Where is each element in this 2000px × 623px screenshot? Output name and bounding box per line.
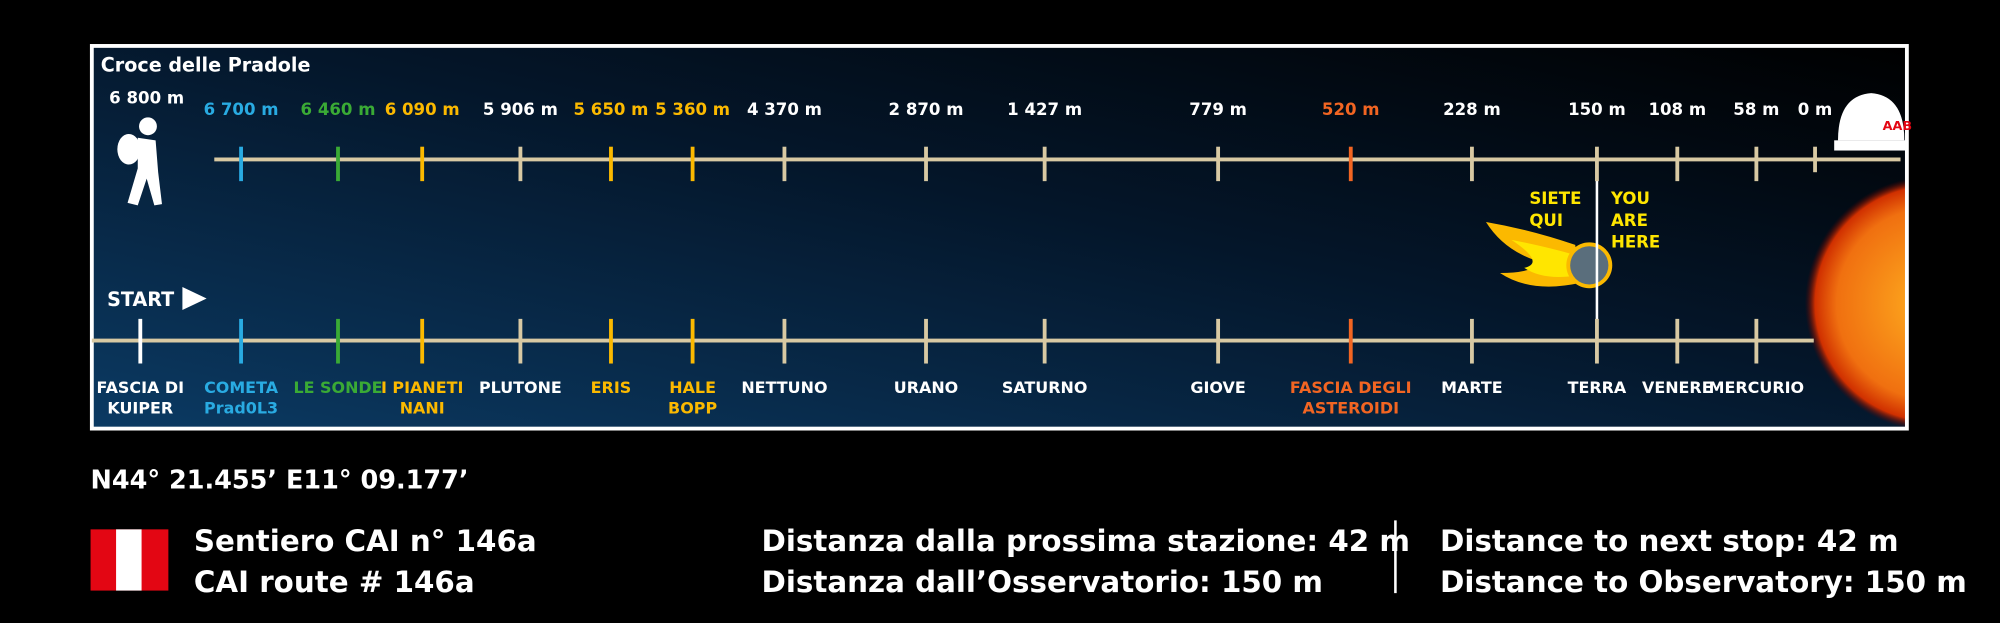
station-distance: 5 650 m bbox=[573, 100, 648, 119]
station-distance: 108 m bbox=[1648, 100, 1706, 119]
station-name: BOPP bbox=[668, 398, 717, 417]
station-distance: 6 090 m bbox=[385, 100, 460, 119]
you-are-here-it: SIETE bbox=[1529, 189, 1581, 208]
comet-icon bbox=[1485, 221, 1613, 289]
station-name: MERCURIO bbox=[1709, 378, 1804, 397]
coordinates: N44° 21.455’ E11° 09.177’ bbox=[91, 466, 469, 496]
distance-it: Distanza dall’Osservatorio: 150 m bbox=[761, 565, 1323, 599]
distance-en: Distance to Observatory: 150 m bbox=[1440, 565, 1967, 599]
station-distance: 58 m bbox=[1733, 100, 1779, 119]
start-label: START bbox=[107, 288, 174, 311]
distance-en: Distance to next stop: 42 m bbox=[1440, 524, 1898, 558]
station-name: MARTE bbox=[1441, 378, 1503, 397]
title: Croce delle Pradole bbox=[101, 53, 311, 76]
cai-flag bbox=[90, 529, 169, 591]
station-name: Prad0L3 bbox=[204, 398, 278, 417]
start-arrow bbox=[182, 287, 207, 310]
panel bbox=[91, 45, 1907, 429]
station-distance: 150 m bbox=[1568, 100, 1626, 119]
station-name: TERRA bbox=[1568, 378, 1627, 397]
station-name: PLUTONE bbox=[479, 378, 562, 397]
station-name: COMETA bbox=[204, 378, 279, 397]
route: Sentiero CAI n° 146a bbox=[194, 524, 537, 558]
station-name: I PIANETI bbox=[381, 378, 463, 397]
panel-border bbox=[89, 44, 1909, 431]
route: CAI route # 146a bbox=[194, 565, 475, 599]
station-distance: 5 906 m bbox=[483, 100, 558, 119]
station-name: VENERE bbox=[1642, 378, 1713, 397]
station-distance: 1 427 m bbox=[1007, 100, 1082, 119]
you-are-here-en: HERE bbox=[1611, 232, 1660, 251]
station-distance: 228 m bbox=[1443, 100, 1501, 119]
station-name: KUIPER bbox=[107, 398, 173, 417]
station-distance: 2 870 m bbox=[889, 100, 964, 119]
station-name: HALE bbox=[669, 378, 716, 397]
station-distance: 6 800 m bbox=[109, 88, 184, 107]
station-distance: 779 m bbox=[1189, 100, 1247, 119]
observatory-icon: AAB bbox=[1834, 93, 1912, 151]
station-name: URANO bbox=[894, 378, 958, 397]
sun bbox=[1804, 178, 1907, 429]
station-distance: 6 700 m bbox=[204, 100, 279, 119]
station-name: LE SONDE bbox=[293, 378, 382, 397]
station-distance: 520 m bbox=[1322, 100, 1380, 119]
station-name: FASCIA DEGLI bbox=[1290, 378, 1412, 397]
you-are-here-en: YOU bbox=[1610, 189, 1650, 208]
station-name: SATURNO bbox=[1002, 378, 1088, 397]
station-name: FASCIA DI bbox=[97, 378, 185, 397]
station-distance: 6 460 m bbox=[301, 100, 376, 119]
observatory-logo: AAB bbox=[1883, 119, 1912, 134]
hiker-icon bbox=[117, 117, 162, 206]
station-name: ASTEROIDI bbox=[1303, 398, 1399, 417]
station-distance: 5 360 m bbox=[655, 100, 730, 119]
distance-it: Distanza dalla prossima stazione: 42 m bbox=[761, 524, 1409, 558]
station-distance: 4 370 m bbox=[747, 100, 822, 119]
station-name: ERIS bbox=[591, 378, 632, 397]
you-are-here-en: ARE bbox=[1611, 211, 1648, 230]
end-distance: 0 m bbox=[1798, 100, 1833, 119]
station-name: NETTUNO bbox=[741, 378, 827, 397]
station-name: NANI bbox=[400, 398, 445, 417]
you-are-here-it: QUI bbox=[1529, 211, 1563, 230]
station-name: GIOVE bbox=[1190, 378, 1245, 397]
